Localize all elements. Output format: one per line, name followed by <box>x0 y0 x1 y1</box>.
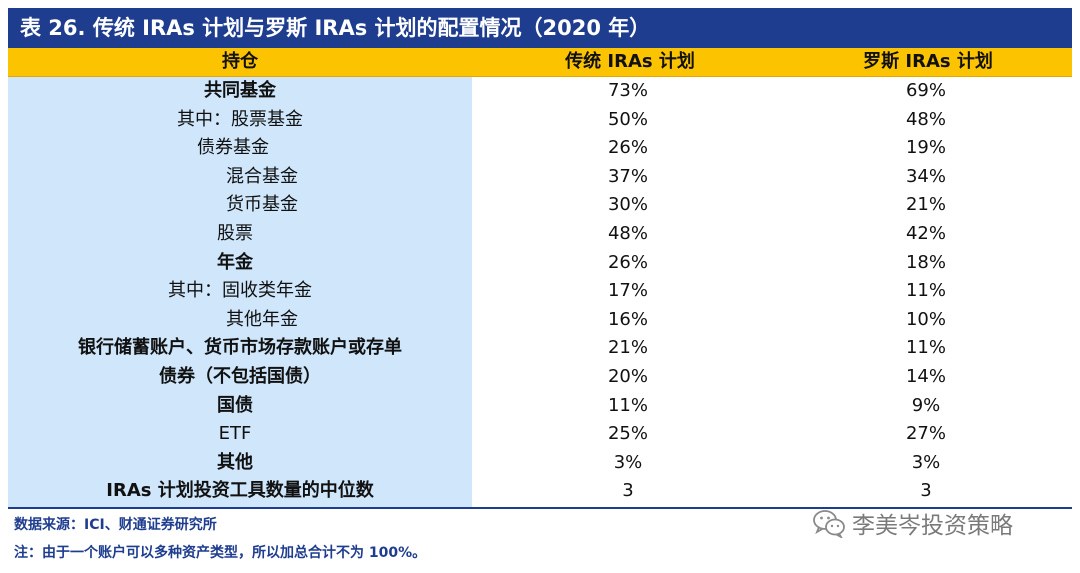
traditional-value: 11% <box>607 394 648 416</box>
row-label: 混合基金 <box>226 165 298 187</box>
table-title: 表 26. 传统 IRAs 计划与罗斯 IRAs 计划的配置情况（2020 年） <box>8 8 1072 48</box>
roth-value: 18% <box>905 251 946 273</box>
header-traditional-iras: 传统 IRAs 计划 <box>565 51 695 72</box>
row-label: 债券（不包括国债） <box>159 365 321 387</box>
traditional-value: 26% <box>607 251 648 273</box>
roth-value: 34% <box>905 165 946 187</box>
label-column-background <box>8 77 472 507</box>
table-row: 混合基金 37% 34% <box>8 163 1072 192</box>
roth-value: 21% <box>905 194 946 216</box>
traditional-value: 48% <box>607 222 648 244</box>
wechat-icon <box>813 510 845 538</box>
header-roth-iras: 罗斯 IRAs 计划 <box>863 51 993 72</box>
table-row: 银行储蓄账户、货币市场存款账户或存单 21% 11% <box>8 334 1072 363</box>
table-row: 股票 48% 42% <box>8 220 1072 249</box>
row-label: 股票 <box>217 222 253 244</box>
roth-value: 3 <box>920 480 932 502</box>
table-row: 国债 11% 9% <box>8 392 1072 421</box>
roth-value: 48% <box>905 108 946 130</box>
roth-value: 11% <box>905 280 946 302</box>
table-row: ETF 25% 27% <box>8 420 1072 449</box>
table-row: 债券（不包括国债） 20% 14% <box>8 363 1072 392</box>
row-label: 债券基金 <box>197 137 269 159</box>
traditional-value: 16% <box>607 308 648 330</box>
row-label: 其他 <box>217 451 253 473</box>
watermark-text: 李美岑投资策略 <box>852 513 1013 539</box>
traditional-value: 3% <box>613 451 643 473</box>
traditional-value: 73% <box>607 80 648 101</box>
table-bottom-divider <box>8 507 1072 509</box>
traditional-value: 25% <box>607 423 648 445</box>
table-row: 共同基金 73% 69% <box>8 77 1072 106</box>
roth-value: 9% <box>911 394 941 416</box>
row-label: 年金 <box>217 251 253 273</box>
footnote-note: 注：由于一个账户可以多种资产类型，所以加总合计不为 100%。 <box>14 545 427 561</box>
row-label: 国债 <box>217 394 253 416</box>
roth-value: 10% <box>905 308 946 330</box>
row-label: 其他年金 <box>226 308 298 330</box>
row-label: 其中：固收类年金 <box>168 280 312 302</box>
row-label: 货币基金 <box>226 194 298 216</box>
header-holding: 持仓 <box>222 51 258 72</box>
row-label: ETF <box>218 423 252 445</box>
roth-value: 19% <box>905 137 946 159</box>
traditional-value: 17% <box>607 280 648 302</box>
roth-value: 69% <box>905 80 946 101</box>
watermark: 李美岑投资策略 <box>812 506 1013 540</box>
traditional-value: 20% <box>607 365 648 387</box>
traditional-value: 50% <box>607 108 648 130</box>
traditional-value: 21% <box>607 337 648 359</box>
table-row: 其中：固收类年金 17% 11% <box>8 277 1072 306</box>
roth-value: 11% <box>905 337 946 359</box>
row-label: 共同基金 <box>204 80 276 101</box>
traditional-value: 37% <box>607 165 648 187</box>
row-label: IRAs 计划投资工具数量的中位数 <box>106 480 374 502</box>
table-row: 货币基金 30% 21% <box>8 191 1072 220</box>
table-row: 其他年金 16% 10% <box>8 306 1072 335</box>
traditional-value: 3 <box>622 480 634 502</box>
traditional-value: 26% <box>607 137 648 159</box>
table-row: 其他 3% 3% <box>8 449 1072 478</box>
table-body: 共同基金 73% 69% 其中：股票基金 50% 48% 债券基金 26% 19… <box>8 77 1072 507</box>
table-row: 年金 26% 18% <box>8 249 1072 278</box>
table-row: 其中：股票基金 50% 48% <box>8 106 1072 135</box>
roth-value: 14% <box>905 365 946 387</box>
row-label: 银行储蓄账户、货币市场存款账户或存单 <box>78 337 402 359</box>
row-label: 其中：股票基金 <box>177 108 303 130</box>
roth-value: 42% <box>905 222 946 244</box>
data-source-note: 数据来源：ICI、财通证券研究所 <box>14 517 217 533</box>
roth-value: 3% <box>911 451 941 473</box>
table-row: IRAs 计划投资工具数量的中位数 3 3 <box>8 477 1072 506</box>
traditional-value: 30% <box>607 194 648 216</box>
roth-value: 27% <box>905 423 946 445</box>
table-row: 债券基金 26% 19% <box>8 134 1072 163</box>
table-header-row: 持仓 传统 IRAs 计划 罗斯 IRAs 计划 <box>8 48 1072 77</box>
